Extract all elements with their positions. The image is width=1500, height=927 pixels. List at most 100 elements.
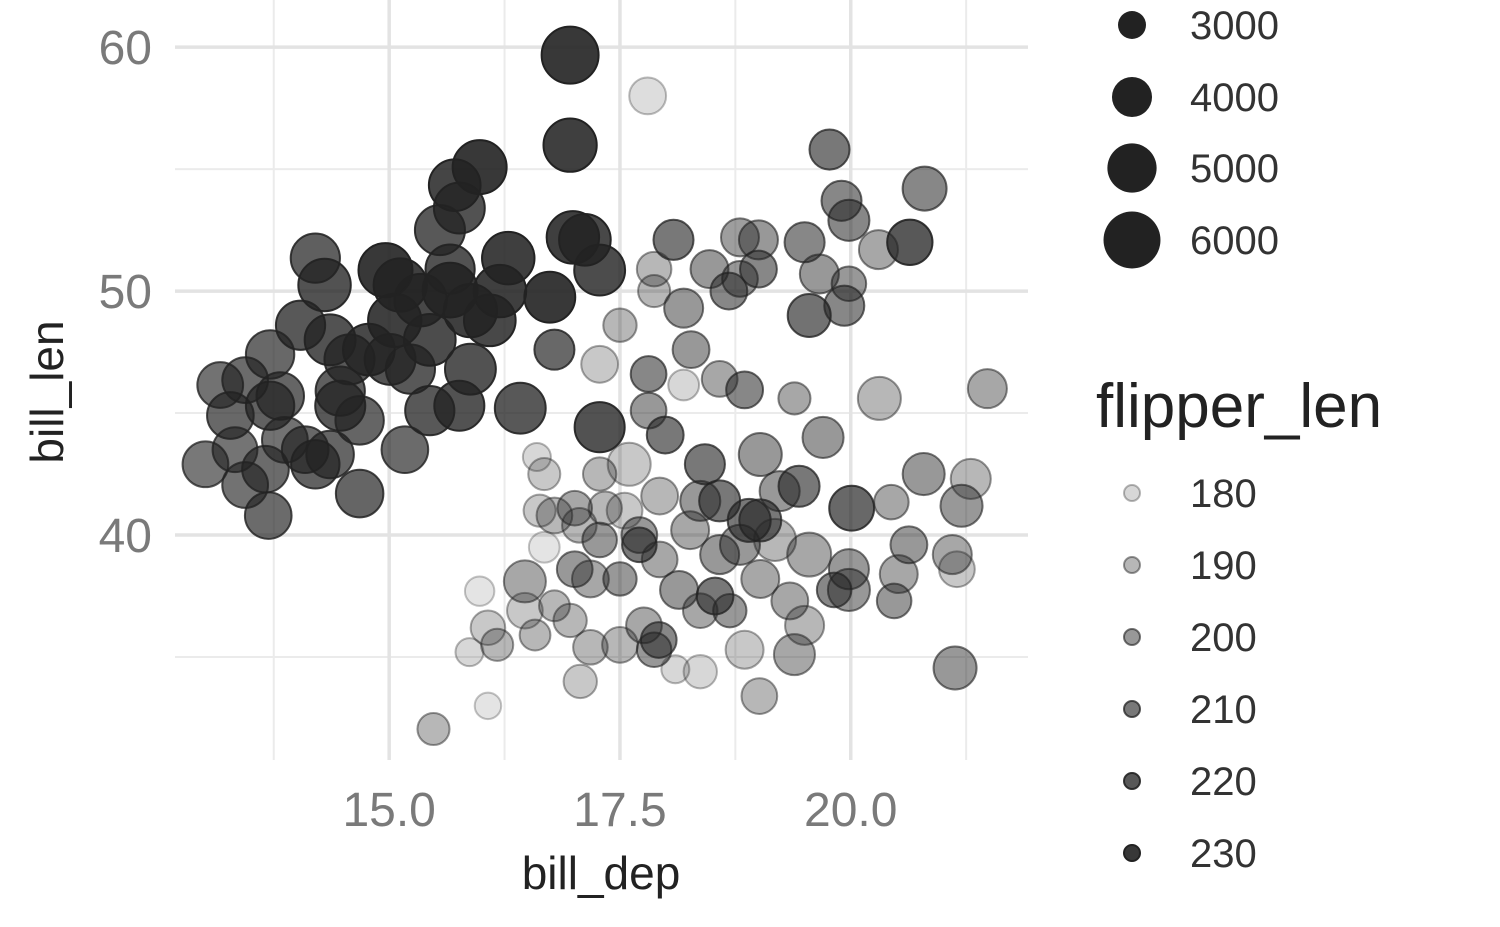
size-legend-key	[1111, 76, 1153, 118]
data-point	[645, 415, 685, 455]
points-layer	[181, 25, 1008, 747]
data-point	[667, 368, 701, 402]
data-point	[637, 274, 672, 309]
alpha-legend-key	[1123, 700, 1141, 718]
data-point	[683, 443, 726, 486]
x-axis-title: bill_dep	[522, 847, 681, 899]
alpha-legend-key	[1123, 628, 1141, 646]
data-point	[533, 328, 576, 371]
size-legend-label: 6000	[1190, 219, 1279, 263]
size-legend-label: 4000	[1190, 76, 1279, 120]
data-point	[777, 381, 812, 416]
data-point	[562, 663, 598, 700]
data-point	[635, 250, 673, 288]
data-point	[886, 218, 934, 266]
data-point	[815, 571, 853, 609]
data-point	[663, 287, 705, 329]
data-point	[556, 489, 594, 527]
alpha-legend-key	[1123, 844, 1141, 862]
data-point	[606, 441, 652, 487]
data-point	[873, 483, 910, 521]
data-point	[523, 270, 577, 324]
data-point	[521, 441, 552, 472]
data-point	[628, 76, 668, 116]
size-legend-label: 5000	[1190, 147, 1279, 191]
data-point	[932, 645, 978, 691]
data-point	[244, 380, 296, 431]
alpha-legend-title: flipper_len	[1096, 372, 1382, 441]
data-point	[469, 609, 507, 647]
data-point	[522, 493, 557, 528]
data-point	[334, 468, 385, 519]
size-legend-key	[1103, 211, 1161, 269]
y-axis-ticks: 40 50 60	[99, 22, 152, 563]
data-point	[738, 498, 783, 543]
data-point	[493, 381, 547, 435]
data-point	[290, 439, 341, 490]
y-tick-label: 50	[99, 266, 152, 319]
data-point	[725, 370, 765, 410]
data-point	[243, 491, 293, 540]
data-point	[901, 452, 946, 497]
data-point	[297, 257, 352, 313]
alpha-legend-label: 230	[1190, 832, 1257, 876]
data-point	[966, 368, 1008, 410]
data-point	[314, 379, 367, 432]
data-point	[770, 581, 810, 621]
data-point	[820, 179, 863, 222]
data-point	[463, 575, 496, 607]
data-point	[639, 621, 678, 659]
data-point	[473, 691, 503, 721]
data-point	[737, 432, 783, 478]
data-point	[695, 576, 735, 616]
data-point	[783, 221, 826, 264]
data-point	[856, 375, 902, 421]
data-point	[784, 604, 826, 646]
data-point	[451, 139, 508, 196]
data-point	[801, 415, 845, 459]
alpha-legend: flipper_len 180 190 200 210 220 230	[1096, 372, 1382, 876]
data-point	[581, 456, 618, 492]
alpha-legend-label: 180	[1190, 472, 1257, 516]
data-point	[454, 637, 485, 668]
data-point	[659, 569, 700, 610]
data-point	[671, 330, 711, 370]
size-legend-key	[1118, 11, 1146, 39]
data-point	[786, 292, 832, 338]
data-point	[786, 531, 833, 578]
data-point	[542, 117, 598, 173]
data-point	[889, 525, 929, 565]
size-legend: 3000 4000 5000 6000	[1103, 4, 1279, 269]
data-point	[573, 401, 626, 454]
alpha-legend-key	[1123, 772, 1141, 790]
alpha-legend-label: 220	[1190, 760, 1257, 804]
alpha-legend-label: 200	[1190, 616, 1257, 660]
data-point	[621, 526, 658, 564]
data-point	[535, 496, 574, 535]
data-point	[739, 249, 778, 289]
data-point	[380, 425, 430, 474]
data-point	[629, 355, 668, 393]
alpha-legend-key	[1123, 556, 1141, 574]
alpha-legend-key	[1123, 484, 1141, 502]
alpha-legend-label: 190	[1190, 544, 1257, 588]
y-axis-title: bill_len	[21, 320, 73, 463]
data-point	[724, 629, 765, 670]
data-point	[555, 550, 594, 589]
y-tick-label: 40	[99, 510, 152, 563]
data-point	[602, 561, 638, 597]
data-point	[572, 629, 609, 666]
data-point	[367, 292, 423, 348]
data-point	[502, 559, 547, 604]
data-point	[931, 534, 973, 576]
data-point	[605, 491, 644, 530]
data-point	[682, 654, 718, 690]
data-point	[828, 484, 876, 532]
data-point	[443, 342, 497, 396]
data-point	[472, 263, 528, 319]
data-point	[480, 627, 515, 662]
x-tick-label: 17.5	[573, 784, 666, 837]
data-point	[421, 261, 479, 319]
data-point	[939, 483, 984, 528]
